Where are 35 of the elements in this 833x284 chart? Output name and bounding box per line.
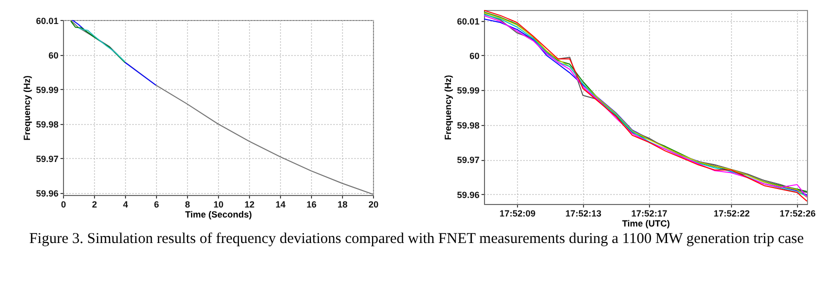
- x-tick-label: 17:52:09: [499, 208, 536, 218]
- x-tick-label: 6: [154, 200, 160, 210]
- y-tick-label: 59.99: [456, 86, 480, 96]
- x-tick-label: 12: [244, 200, 255, 210]
- y-tick-label: 60.01: [456, 16, 480, 26]
- x-axis-title: Time (Seconds): [185, 210, 252, 220]
- y-axis-title: Frequency (Hz): [442, 74, 453, 140]
- y-axis-title: Frequency (Hz): [22, 75, 32, 141]
- y-tick-label: 59.96: [456, 190, 480, 200]
- x-tick-label: 17:52:17: [631, 208, 668, 218]
- x-tick-label: 16: [306, 200, 317, 210]
- x-tick-label: 8: [184, 200, 190, 210]
- y-tick-label: 60: [48, 50, 58, 60]
- x-tick-label: 17:52:26: [780, 208, 816, 218]
- line-series: [78, 27, 126, 62]
- y-tick-label: 59.98: [36, 119, 58, 130]
- y-tick-label: 59.96: [36, 188, 58, 198]
- y-tick-label: 60: [469, 50, 480, 61]
- y-tick-label: 59.98: [456, 120, 480, 130]
- x-tick-label: 17:52:13: [565, 208, 602, 218]
- x-tick-label: 4: [122, 200, 128, 210]
- y-tick-label: 59.99: [36, 84, 58, 95]
- y-tick-label: 60.01: [36, 16, 58, 26]
- line-series: [70, 20, 126, 63]
- x-tick-label: 18: [337, 200, 348, 210]
- x-tick-label: 20: [368, 200, 379, 210]
- x-tick-label: 0: [60, 200, 66, 210]
- y-tick-label: 59.97: [456, 155, 480, 166]
- x-tick-label: 17:52:22: [714, 208, 750, 218]
- x-axis-title: Time (UTC): [622, 218, 670, 228]
- caption: Figure 3. Simulation results of frequency deviations compared with FNET measurements during a 1100 MW generation trip case: [28, 230, 805, 249]
- x-tick-label: 10: [213, 200, 224, 210]
- y-tick-label: 59.97: [36, 154, 58, 164]
- x-tick-label: 2: [92, 200, 98, 210]
- x-tick-label: 14: [275, 200, 286, 210]
